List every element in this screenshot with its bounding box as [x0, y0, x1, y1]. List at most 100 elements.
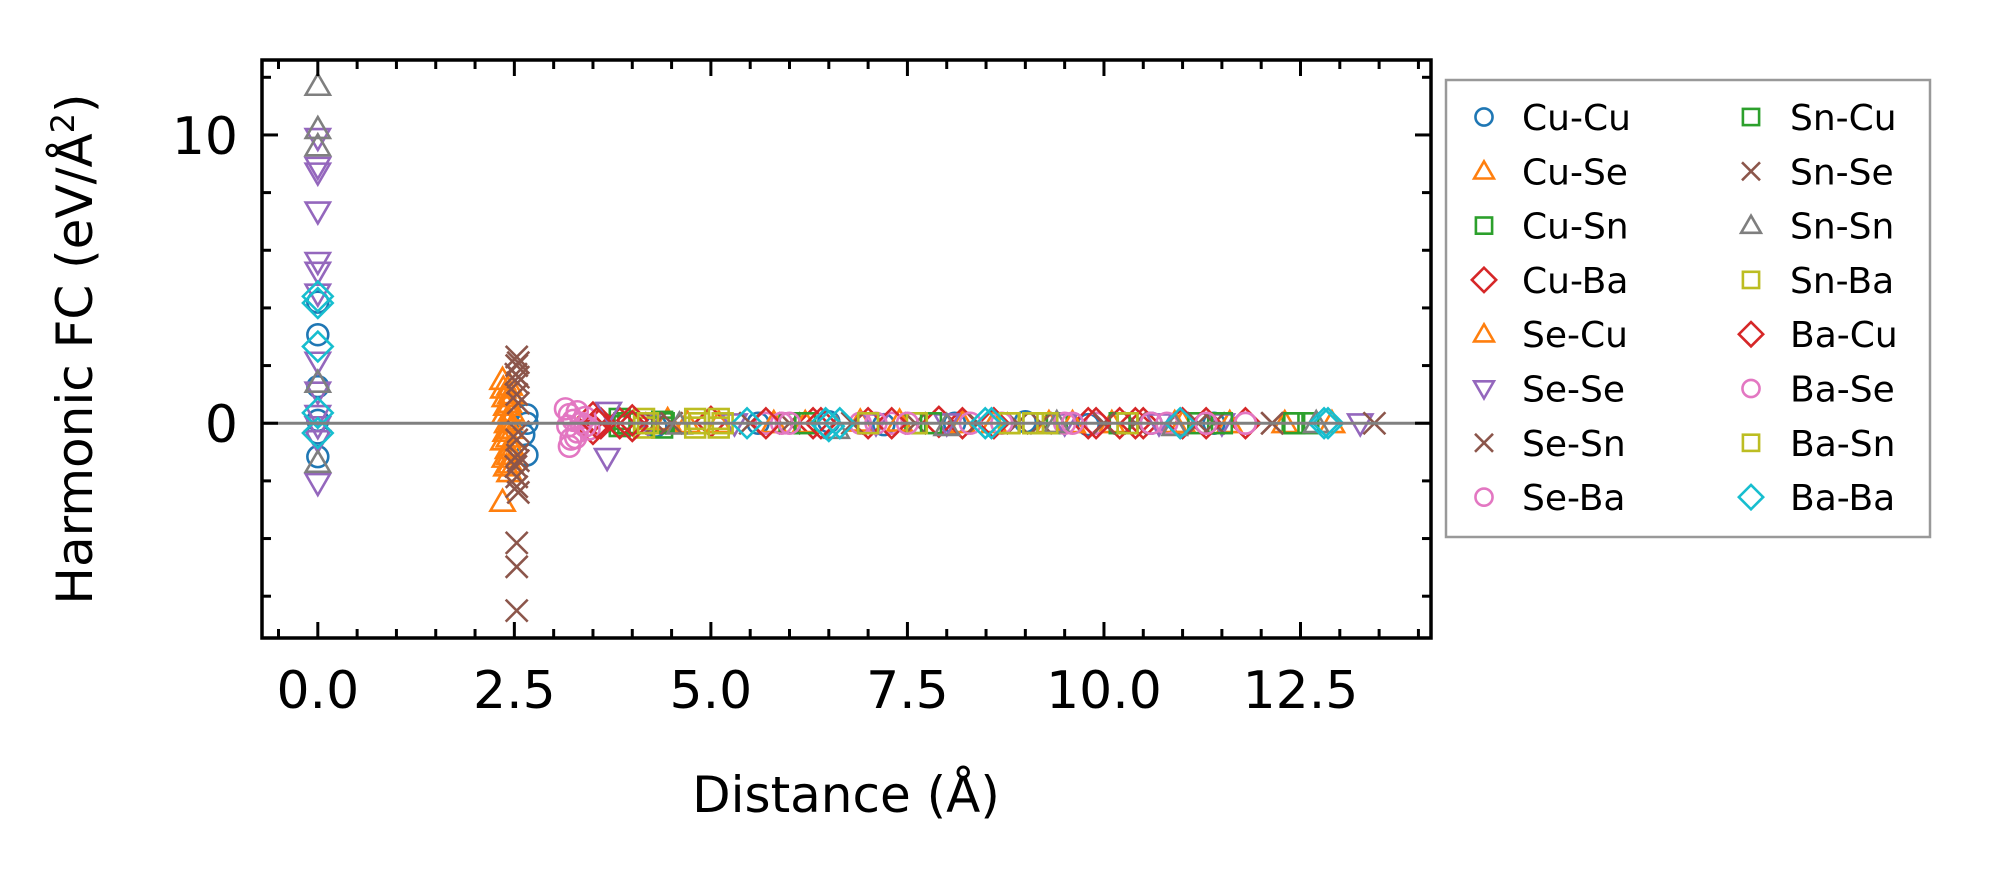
legend-label: Cu-Ba: [1522, 261, 1628, 302]
data-point: [1126, 406, 1160, 440]
data-point: [683, 416, 707, 439]
legend-marker: [1737, 320, 1765, 349]
square-marker: [1474, 216, 1494, 236]
data-point: [1118, 406, 1153, 440]
series-se-sn: [504, 345, 1285, 623]
circle-marker: [306, 374, 330, 399]
square-marker: [1741, 433, 1761, 453]
square-marker: [1741, 107, 1761, 127]
triangle-down-marker: [303, 162, 333, 188]
data-point: [968, 406, 1002, 440]
legend-label: Sn-Cu: [1790, 98, 1897, 139]
x-tick-label: 0.0: [276, 661, 359, 721]
legend-label: Cu-Se: [1522, 152, 1628, 193]
data-point: [303, 351, 333, 377]
x-stroke: [504, 345, 529, 369]
data-point: [303, 472, 333, 498]
legend-marker: [1474, 432, 1494, 453]
data-point: [306, 322, 330, 347]
circle-marker: [577, 417, 601, 441]
legend-marker: [1471, 379, 1497, 401]
data-point: [301, 416, 335, 450]
data-point: [301, 396, 335, 430]
data-point: [306, 374, 330, 399]
legend-item-cu-ba: Cu-Ba: [1470, 261, 1628, 302]
x-stroke: [504, 474, 529, 499]
diamond-marker: [603, 406, 637, 440]
data-point: [303, 162, 333, 188]
data-points: [301, 71, 1387, 623]
legend-label: Ba-Se: [1790, 370, 1895, 411]
y-axis-label: Harmonic FC (eV/Å2): [44, 93, 104, 604]
legend-item-sn-se: Sn-Se: [1741, 152, 1894, 193]
x-stroke: [1741, 161, 1761, 182]
diamond-marker: [301, 279, 335, 314]
data-point: [875, 406, 909, 440]
triangle-up-marker: [303, 368, 333, 393]
data-point: [730, 406, 764, 440]
data-point: [1050, 413, 1080, 438]
diamond-marker: [301, 286, 335, 320]
legend-item-se-sn: Se-Sn: [1474, 424, 1626, 465]
legend-item-se-ba: Se-Ba: [1474, 478, 1625, 519]
triangle-down-marker: [303, 201, 333, 227]
diamond-marker: [968, 406, 1002, 440]
data-point: [974, 406, 1009, 440]
circle-marker: [306, 322, 330, 347]
diamond-marker: [1163, 406, 1197, 440]
data-point: [1345, 413, 1375, 438]
legend-marker: [1741, 433, 1761, 453]
diamond-marker: [1118, 406, 1153, 440]
legend-item-sn-ba: Sn-Ba: [1741, 261, 1894, 302]
legend-marker: [1474, 216, 1494, 236]
triangle-up-marker: [672, 408, 702, 434]
axis-ticks: [262, 60, 1431, 638]
legend-item-ba-ba: Ba-Ba: [1737, 478, 1895, 519]
data-point: [1163, 406, 1197, 440]
data-point: [504, 530, 529, 555]
series-se-se: [303, 127, 1375, 498]
data-point: [1144, 413, 1174, 438]
data-point: [303, 131, 333, 157]
legend-label: Se-Sn: [1522, 424, 1626, 465]
legend-marker: [1471, 321, 1497, 343]
circle-marker: [1474, 487, 1494, 507]
legend: Cu-Cu Cu-Se Cu-Sn Cu-Ba Se-Cu Se-Se Se-Sn Se-Ba…: [1444, 78, 1932, 539]
data-point: [1079, 406, 1113, 440]
x-stroke: [504, 382, 529, 407]
legend-item-se-cu: Se-Cu: [1471, 315, 1628, 356]
data-point: [823, 406, 857, 440]
data-point: [1307, 406, 1341, 440]
x-stroke: [506, 391, 531, 415]
triangle-down-marker: [1345, 413, 1375, 438]
legend-label: Ba-Ba: [1790, 478, 1895, 519]
legend-marker: [1737, 483, 1765, 512]
data-point: [301, 279, 335, 314]
triangle-down-marker: [303, 472, 333, 498]
data-point: [303, 114, 333, 140]
diamond-marker: [812, 409, 846, 443]
x-tick-label: 5.0: [670, 661, 753, 721]
diamond-marker: [301, 329, 335, 364]
legend-marker: [1474, 107, 1494, 127]
data-point: [615, 403, 649, 438]
circle-marker: [553, 397, 578, 421]
data-point: [592, 447, 622, 473]
y-tick-label: 0: [205, 395, 238, 455]
y-tick-label: 10: [172, 107, 238, 167]
legend-item-cu-cu: Cu-Cu: [1474, 98, 1631, 139]
data-point: [615, 409, 649, 443]
triangle-up-marker: [1058, 408, 1087, 434]
diamond-marker: [977, 406, 1011, 440]
legend-marker: [1470, 265, 1498, 294]
legend-marker: [1474, 487, 1494, 507]
legend-label: Se-Se: [1522, 370, 1625, 411]
legend-label: Sn-Ba: [1790, 261, 1894, 302]
data-point: [303, 71, 333, 97]
data-point: [506, 365, 531, 390]
data-point: [553, 397, 578, 421]
data-point: [303, 368, 333, 393]
legend-marker: [1741, 107, 1761, 127]
triangle-up-marker: [303, 71, 333, 97]
triangle-up-marker: [948, 408, 977, 434]
